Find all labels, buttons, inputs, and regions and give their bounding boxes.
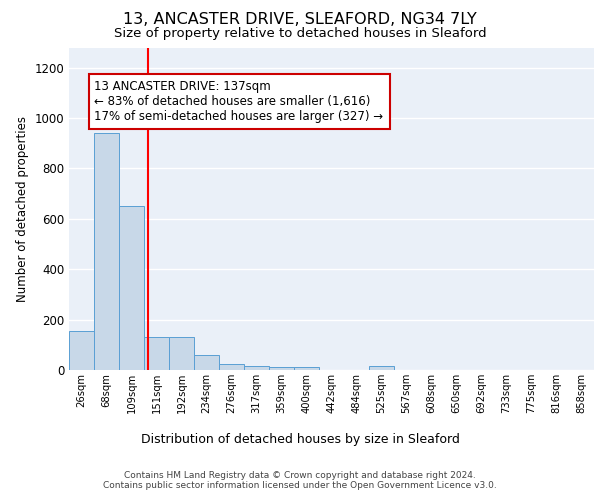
Bar <box>294 368 319 370</box>
Text: Size of property relative to detached houses in Sleaford: Size of property relative to detached ho… <box>113 28 487 40</box>
Bar <box>194 355 219 370</box>
Text: 13 ANCASTER DRIVE: 137sqm
← 83% of detached houses are smaller (1,616)
17% of se: 13 ANCASTER DRIVE: 137sqm ← 83% of detac… <box>95 80 383 124</box>
Bar <box>169 337 194 370</box>
Bar <box>94 133 119 370</box>
Bar <box>119 206 144 370</box>
Bar <box>244 366 269 370</box>
Text: Contains HM Land Registry data © Crown copyright and database right 2024.
Contai: Contains HM Land Registry data © Crown c… <box>103 470 497 490</box>
Text: 13, ANCASTER DRIVE, SLEAFORD, NG34 7LY: 13, ANCASTER DRIVE, SLEAFORD, NG34 7LY <box>123 12 477 28</box>
Bar <box>219 364 244 370</box>
Y-axis label: Number of detached properties: Number of detached properties <box>16 116 29 302</box>
Bar <box>369 366 394 370</box>
Bar <box>69 331 94 370</box>
Text: Distribution of detached houses by size in Sleaford: Distribution of detached houses by size … <box>140 432 460 446</box>
Bar <box>144 337 169 370</box>
Bar <box>269 368 294 370</box>
